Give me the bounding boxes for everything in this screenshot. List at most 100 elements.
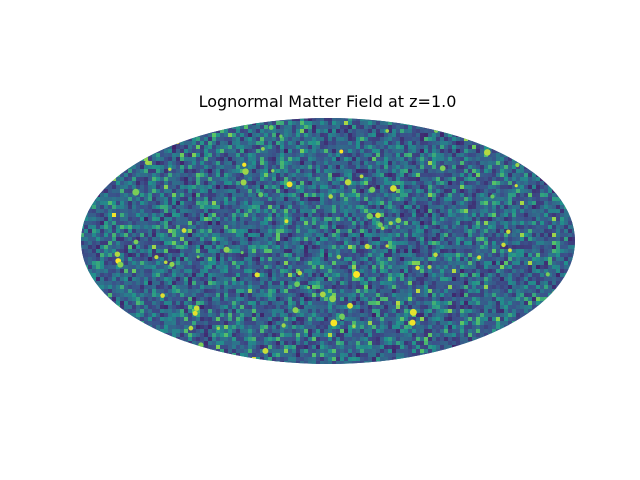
field-pixel xyxy=(220,193,225,198)
field-pixel xyxy=(224,189,229,194)
field-pixel xyxy=(312,173,317,178)
field-pixel xyxy=(180,177,185,182)
field-pixel xyxy=(84,257,89,262)
field-pixel xyxy=(164,205,169,210)
field-pixel xyxy=(136,217,141,222)
field-pixel xyxy=(312,185,317,190)
field-pixel xyxy=(216,185,221,190)
field-pixel xyxy=(576,181,581,186)
field-pixel xyxy=(252,118,257,122)
field-pixel xyxy=(260,205,265,210)
field-pixel xyxy=(300,245,305,250)
field-pixel xyxy=(436,229,441,234)
field-pixel xyxy=(420,145,425,150)
field-pixel xyxy=(308,241,313,246)
field-pixel xyxy=(96,257,101,262)
field-pixel xyxy=(220,118,225,122)
field-pixel xyxy=(112,225,117,230)
field-pixel xyxy=(512,121,517,126)
field-pixel xyxy=(220,137,225,142)
field-pixel xyxy=(124,153,129,158)
field-pixel xyxy=(176,137,181,142)
field-pixel xyxy=(472,237,477,242)
field-pixel xyxy=(124,137,129,142)
field-pixel xyxy=(560,157,565,162)
field-pixel xyxy=(552,245,557,250)
field-pixel xyxy=(264,237,269,242)
field-pixel xyxy=(132,249,137,254)
field-pixel xyxy=(372,149,377,154)
field-pixel xyxy=(168,125,173,130)
field-pixel xyxy=(296,217,301,222)
field-pixel xyxy=(104,265,109,270)
field-pixel xyxy=(240,121,245,126)
field-pixel xyxy=(116,197,121,202)
field-pixel xyxy=(400,193,405,198)
field-pixel xyxy=(116,165,121,170)
field-pixel xyxy=(368,185,373,190)
field-pixel xyxy=(240,201,245,206)
field-pixel xyxy=(316,145,321,150)
field-pixel xyxy=(240,213,245,218)
field-pixel xyxy=(320,265,325,270)
field-pixel xyxy=(284,153,289,158)
field-pixel xyxy=(112,265,117,270)
field-pixel xyxy=(196,273,201,278)
field-pixel xyxy=(268,269,273,274)
field-pixel xyxy=(144,145,149,150)
field-pixel xyxy=(144,185,149,190)
field-pixel xyxy=(212,165,217,170)
field-pixel xyxy=(84,201,89,206)
field-pixel xyxy=(232,153,237,158)
field-pixel xyxy=(184,118,189,122)
field-pixel xyxy=(404,177,409,182)
field-pixel xyxy=(120,245,125,250)
field-pixel xyxy=(184,129,189,134)
field-pixel xyxy=(428,173,433,178)
field-pixel xyxy=(240,185,245,190)
field-pixel xyxy=(220,181,225,186)
field-pixel xyxy=(552,253,557,258)
field-pixel xyxy=(368,241,373,246)
field-pixel xyxy=(364,257,369,262)
field-pixel xyxy=(316,249,321,254)
field-pixel xyxy=(84,229,89,234)
field-pixel xyxy=(308,149,313,154)
field-pixel xyxy=(268,121,273,126)
field-pixel xyxy=(132,129,137,134)
field-pixel xyxy=(312,237,317,242)
field-pixel xyxy=(152,217,157,222)
field-pixel xyxy=(392,233,397,238)
field-pixel xyxy=(116,153,121,158)
field-pixel xyxy=(268,241,273,246)
field-pixel xyxy=(504,149,509,154)
field-pixel xyxy=(124,125,129,130)
field-pixel xyxy=(568,233,573,238)
field-pixel xyxy=(224,201,229,206)
field-pixel xyxy=(296,253,301,258)
field-pixel xyxy=(428,121,433,126)
field-pixel xyxy=(376,241,381,246)
field-pixel xyxy=(352,161,357,166)
field-pixel xyxy=(328,185,333,190)
field-pixel xyxy=(468,237,473,242)
field-pixel xyxy=(484,161,489,166)
field-pixel xyxy=(532,217,537,222)
field-pixel xyxy=(512,129,517,134)
field-pixel xyxy=(480,233,485,238)
field-pixel xyxy=(492,245,497,250)
field-pixel xyxy=(444,149,449,154)
field-pixel xyxy=(240,177,245,182)
field-pixel xyxy=(240,273,245,278)
field-pixel xyxy=(320,205,325,210)
field-pixel xyxy=(264,201,269,206)
field-pixel xyxy=(172,233,177,238)
field-pixel xyxy=(148,201,153,206)
field-pixel xyxy=(456,153,461,158)
field-pixel xyxy=(356,217,361,222)
field-pixel xyxy=(316,217,321,222)
field-pixel xyxy=(332,261,337,266)
field-pixel xyxy=(352,185,357,190)
field-pixel xyxy=(392,129,397,134)
field-pixel xyxy=(400,157,405,162)
